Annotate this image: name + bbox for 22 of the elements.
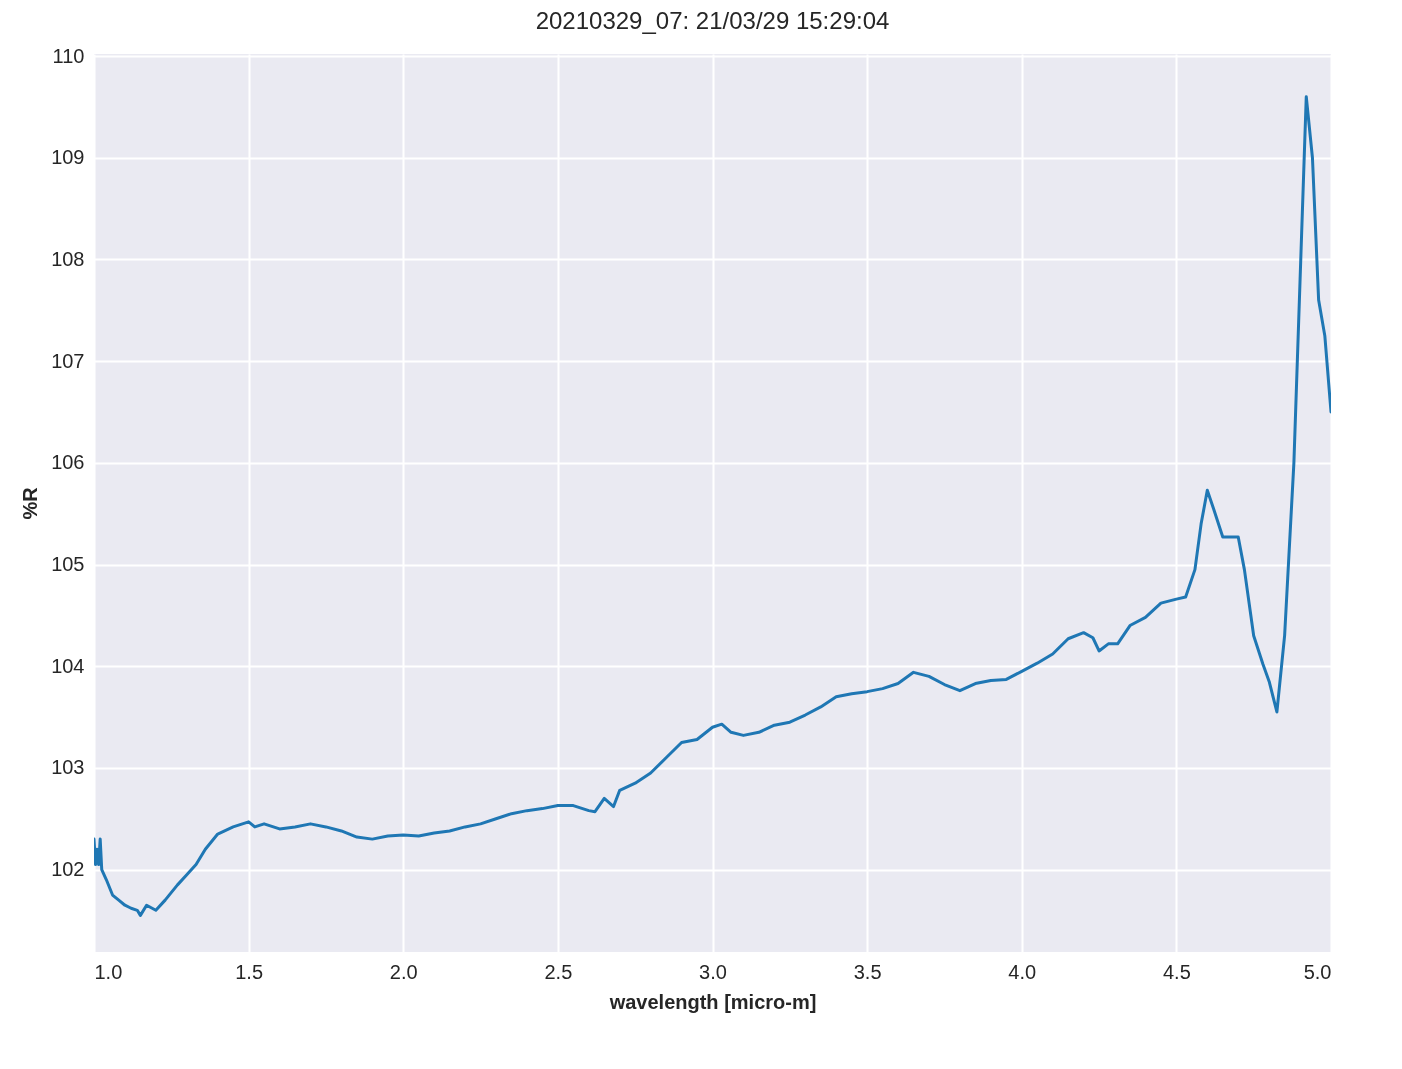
x-axis-title: wavelength [micro-m] <box>608 990 817 1013</box>
x-tick-label: 4.0 <box>1008 960 1037 983</box>
line-series <box>94 95 1331 917</box>
x-tick-label: 5.0 <box>1303 960 1332 983</box>
x-tick-label: 1.5 <box>235 960 264 983</box>
y-tick-label: 105 <box>51 553 85 576</box>
x-tick-label: 2.0 <box>389 960 418 983</box>
x-tick-label: 4.5 <box>1162 960 1191 983</box>
x-tick-label: 1.0 <box>94 960 123 983</box>
y-tick-label: 109 <box>51 146 85 169</box>
x-tick-label: 3.5 <box>853 960 882 983</box>
y-tick-label: 102 <box>51 858 85 881</box>
x-tick-label: 2.5 <box>544 960 573 983</box>
y-axis-title: %R <box>19 486 42 520</box>
y-tick-label: 110 <box>52 44 85 67</box>
y-tick-label: 103 <box>51 756 85 779</box>
x-tick-label: 3.0 <box>699 960 727 983</box>
y-tick-label: 106 <box>51 451 85 474</box>
y-tick-label: 107 <box>51 349 85 372</box>
y-tick-label: 104 <box>51 654 85 677</box>
y-tick-label: 108 <box>51 247 85 270</box>
chart-title: 20210329_07: 21/03/29 15:29:04 <box>535 7 890 35</box>
